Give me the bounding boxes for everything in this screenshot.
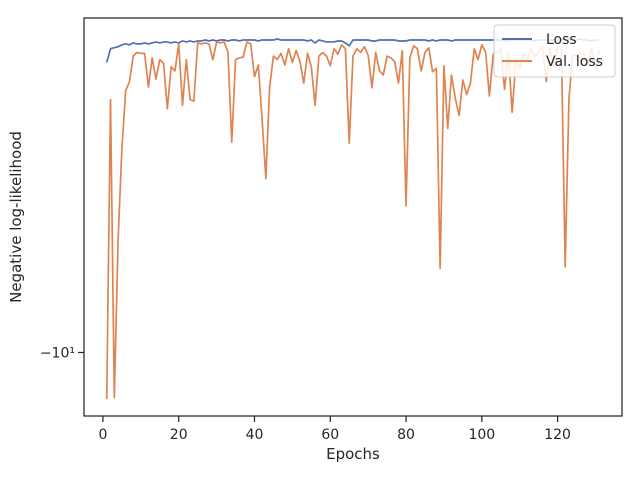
x-axis-label: Epochs bbox=[326, 445, 380, 463]
x-tick-label: 40 bbox=[246, 427, 264, 443]
x-tick-label: 120 bbox=[544, 427, 571, 443]
y-tick-label: −10¹ bbox=[40, 345, 75, 361]
y-axis-label: Negative log-likelihood bbox=[7, 131, 25, 303]
x-axis: 0 20 40 60 80 100 120 bbox=[98, 416, 571, 443]
x-tick-label: 0 bbox=[98, 427, 107, 443]
x-tick-label: 20 bbox=[170, 427, 188, 443]
legend-label-loss: Loss bbox=[546, 32, 577, 48]
x-tick-label: 100 bbox=[468, 427, 495, 443]
x-tick-label: 80 bbox=[397, 427, 415, 443]
legend: Loss Val. loss bbox=[493, 24, 616, 78]
y-axis: −10¹ bbox=[40, 345, 84, 361]
plot-area bbox=[83, 17, 623, 417]
legend-label-val-loss: Val. loss bbox=[546, 54, 603, 70]
x-tick-label: 60 bbox=[321, 427, 339, 443]
